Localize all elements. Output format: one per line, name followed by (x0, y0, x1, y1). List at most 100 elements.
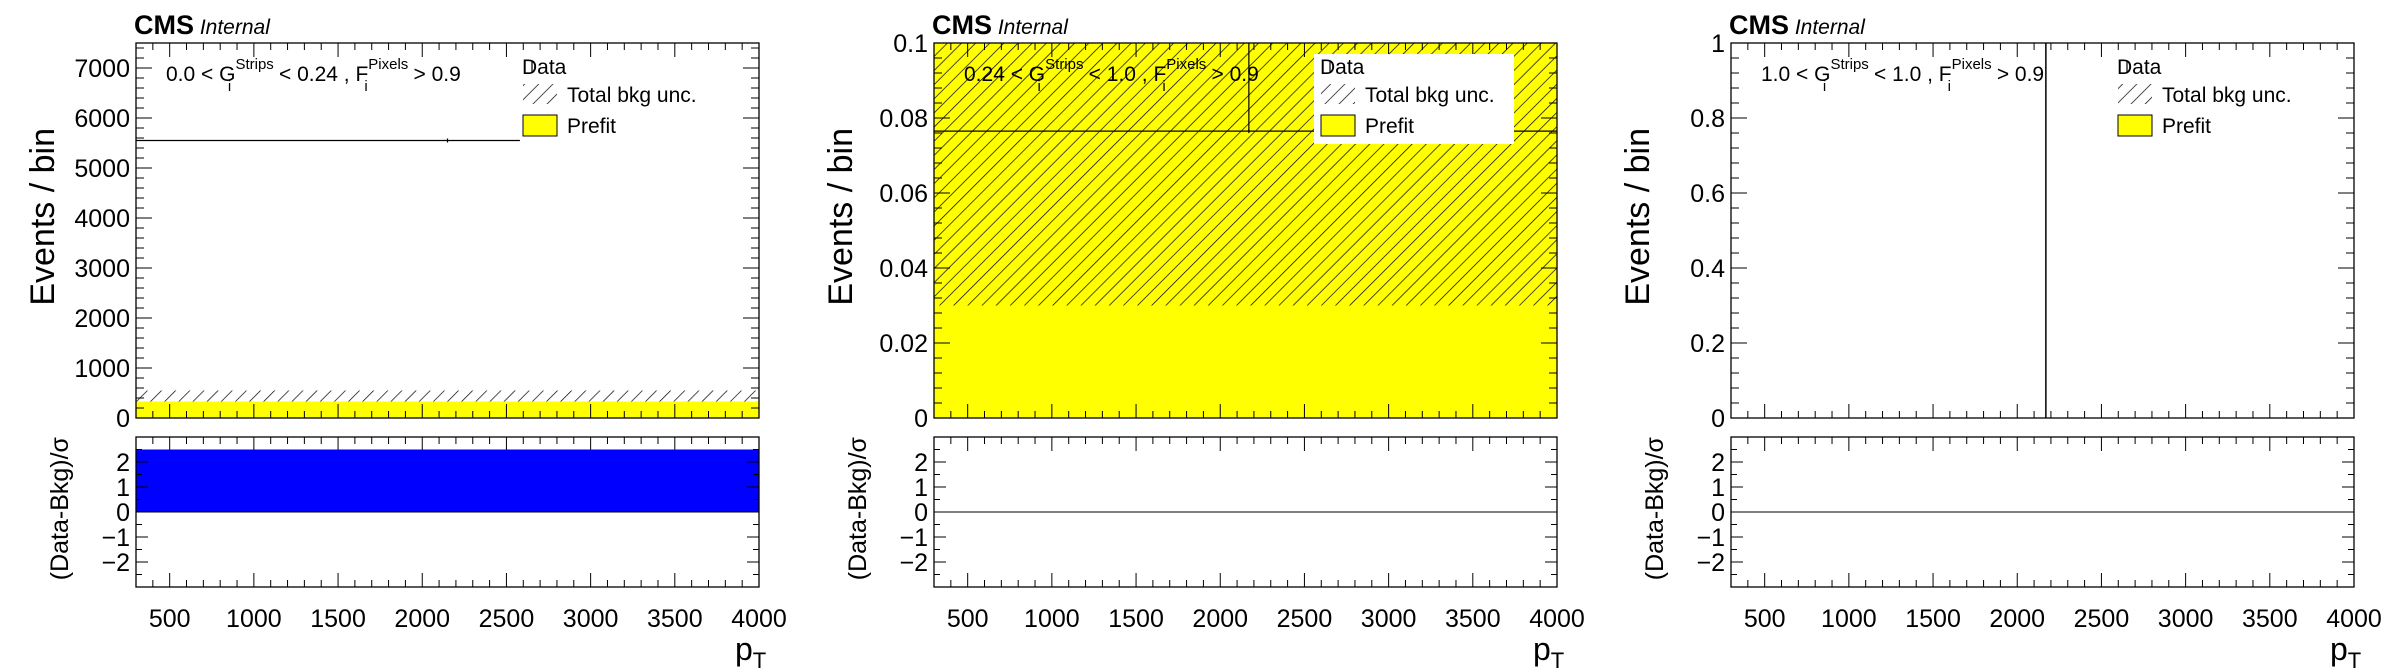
x-tick-label: 1000 (226, 605, 282, 633)
legend-data: Data (1320, 56, 1365, 79)
cms-label: CMS Internal (134, 10, 271, 40)
region-sup: Strips (1830, 56, 1868, 73)
x-tick-label: 1500 (1905, 605, 1961, 633)
legend-prefit-swatch (2117, 114, 2153, 137)
region-text: > 0.9 (1206, 63, 1259, 86)
ratio-axis-title: (Data-Bkg)/σ (1641, 436, 1669, 580)
region-sup: Pixels (1952, 56, 1992, 73)
legend-unc-swatch (2118, 84, 2152, 104)
legend-data: Data (522, 56, 567, 79)
x-axis-title-sub: T (2348, 648, 2361, 672)
legend-unc: Total bkg unc. (1365, 84, 1495, 107)
legend-unc: Total bkg unc. (567, 84, 697, 107)
x-tick-label: 500 (1744, 605, 1786, 633)
region-text: 0.24 < G (964, 63, 1045, 86)
y-tick-label: 4000 (74, 205, 130, 233)
y-tick-label: 0.2 (1690, 330, 1725, 358)
ratio-tick-label: 2 (116, 449, 130, 477)
legend-unc: Total bkg unc. (2162, 84, 2292, 107)
y-tick-label: 6000 (74, 105, 130, 133)
ratio-tick-label: 2 (1711, 449, 1725, 477)
x-tick-label: 500 (947, 605, 989, 633)
x-axis-title-sub: T (753, 648, 766, 672)
x-tick-label: 1000 (1821, 605, 1877, 633)
x-tick-label: 3000 (2158, 605, 2214, 633)
ratio-tick-label: −1 (1696, 524, 1725, 552)
ratio-tick-label: 0 (116, 499, 130, 527)
region-text: < 0.24 , F (273, 63, 368, 86)
region-label: 1.0 < GStrips i < 1.0 , FPixels i > 0.9 (1761, 56, 2044, 95)
region-text: > 0.9 (408, 63, 461, 86)
x-tick-label: 2500 (479, 605, 535, 633)
ratio-tick-label: 0 (1711, 499, 1725, 527)
ratio-tick-label: 0 (914, 499, 928, 527)
x-tick-label: 1500 (1108, 605, 1164, 633)
prefit-bar (136, 401, 759, 418)
legend-data: Data (2117, 56, 2162, 79)
x-tick-label: 3500 (647, 605, 703, 633)
main-frame (135, 42, 760, 419)
region-sub: i (1162, 78, 1165, 95)
y-tick-label: 0.02 (879, 330, 928, 358)
y-tick-label: 0.8 (1690, 105, 1725, 133)
x-axis-title-main: p (2330, 631, 2348, 667)
y-tick-label: 0 (914, 405, 928, 433)
y-tick-label: 1000 (74, 355, 130, 383)
y-tick-label: 7000 (74, 55, 130, 83)
cms-label-status: Internal (992, 16, 1069, 39)
legend-prefit-swatch (1320, 114, 1356, 137)
y-tick-label: 0.6 (1690, 180, 1725, 208)
x-axis-title-sub: T (1551, 648, 1564, 672)
legend-prefit: Prefit (1365, 115, 1414, 138)
cms-label-experiment: CMS (932, 10, 992, 40)
x-tick-label: 2000 (394, 605, 450, 633)
x-tick-label: 2000 (1192, 605, 1248, 633)
x-tick-label: 2500 (2074, 605, 2130, 633)
ratio-tick-label: −2 (899, 549, 928, 577)
legend-unc-swatch (1321, 84, 1355, 104)
region-label: 0.24 < GStrips i < 1.0 , FPixels i > 0.9 (964, 56, 1259, 95)
main-plot-area (136, 138, 759, 418)
region-sub: i (364, 78, 367, 95)
region-text: > 0.9 (1991, 63, 2044, 86)
region-text: 0.0 < G (166, 63, 235, 86)
x-tick-label: 4000 (2326, 605, 2382, 633)
cms-label-experiment: CMS (134, 10, 194, 40)
y-tick-label: 0.06 (879, 180, 928, 208)
cms-label-status: Internal (194, 16, 271, 39)
region-sup: Pixels (368, 56, 408, 73)
x-tick-label: 3500 (2242, 605, 2298, 633)
x-tick-label: 4000 (1529, 605, 1585, 633)
y-axis-title: Events / bin (822, 128, 860, 306)
ratio-axis-title: (Data-Bkg)/σ (46, 436, 74, 580)
region-text: 1.0 < G (1761, 63, 1830, 86)
ratio-tick-label: 2 (914, 449, 928, 477)
legend-prefit: Prefit (567, 115, 616, 138)
cms-label-status: Internal (1789, 16, 1866, 39)
y-tick-label: 0.04 (879, 255, 928, 283)
main-frame (1730, 42, 2355, 419)
x-tick-label: 3000 (563, 605, 619, 633)
y-axis-title: Events / bin (24, 128, 62, 306)
ratio-tick-label: 1 (1711, 474, 1725, 502)
region-sub: i (1948, 78, 1951, 95)
ratio-tick-label: 1 (914, 474, 928, 502)
x-tick-label: 2000 (1989, 605, 2045, 633)
ratio-tick-label: −2 (101, 549, 130, 577)
y-tick-label: 0.08 (879, 105, 928, 133)
region-sup: Strips (1045, 56, 1083, 73)
ratio-tick-label: 1 (116, 474, 130, 502)
x-axis-title: pT (735, 631, 766, 672)
x-tick-label: 500 (149, 605, 191, 633)
x-axis-title-main: p (1533, 631, 1551, 667)
ratio-axis-title: (Data-Bkg)/σ (844, 436, 872, 580)
legend-prefit-swatch (522, 114, 558, 137)
region-sup: Pixels (1166, 56, 1206, 73)
y-tick-label: 0.1 (893, 30, 928, 58)
main-frame (933, 42, 1558, 419)
